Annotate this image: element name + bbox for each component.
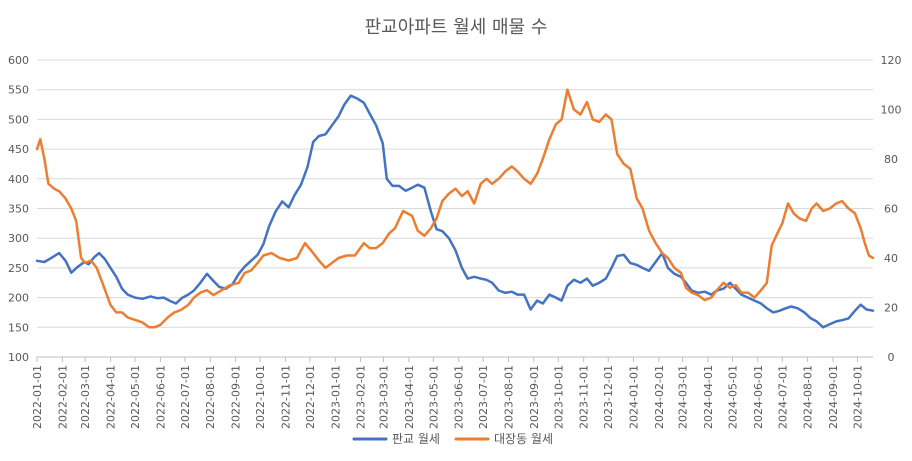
x-tick-label: 2023-03-01	[377, 365, 390, 429]
left-y-tick-label: 150	[8, 321, 29, 334]
x-tick-label: 2024-03-01	[677, 365, 690, 429]
x-axis: 2022-01-01 2022-02-01 2022-03-01 2022-04-01…	[31, 356, 873, 429]
x-tick-label: 2022-04-01	[105, 365, 118, 429]
right-y-tick-label: 120	[881, 54, 902, 67]
x-tick-label: 2024-06-01	[752, 365, 765, 429]
left-y-tick-label: 400	[8, 173, 29, 186]
x-tick-label: 2023-07-01	[477, 365, 490, 429]
right-y-tick-label: 60	[884, 203, 898, 216]
right-y-tick-label: 100	[881, 104, 902, 117]
left-y-tick-label: 350	[8, 203, 29, 216]
x-tick-label: 2023-10-01	[552, 365, 565, 429]
x-tick-label: 2022-06-01	[154, 365, 167, 429]
x-tick-label: 2022-10-01	[254, 365, 267, 429]
x-tick-label: 2022-07-01	[179, 365, 192, 429]
x-tick-label: 2023-12-01	[602, 365, 615, 429]
x-tick-label: 2024-05-01	[726, 365, 739, 429]
x-tick-label: 2023-09-01	[528, 365, 541, 429]
legend-label-daejang: 대장동 월세	[494, 432, 553, 446]
left-y-tick-label: 600	[8, 54, 29, 67]
x-tick-label: 2022-12-01	[304, 365, 317, 429]
left-y-tick-label: 500	[8, 113, 29, 126]
x-tick-label: 2022-02-01	[56, 365, 69, 429]
chart-title: 판교아파트 월세 매물 수	[365, 17, 548, 38]
x-tick-label: 2022-03-01	[79, 365, 92, 429]
legend: 판교 월세 대장동 월세	[352, 432, 553, 446]
x-tick-label: 2022-05-01	[129, 365, 142, 429]
x-tick-label: 2022-08-01	[204, 365, 217, 429]
left-y-tick-label: 550	[8, 84, 29, 97]
left-y-tick-label: 300	[8, 232, 29, 245]
x-tick-label: 2023-01-01	[329, 365, 342, 429]
series-line-daejang	[35, 88, 875, 329]
legend-label-pangyo: 판교 월세	[392, 432, 440, 446]
x-tick-label: 2022-01-01	[31, 365, 44, 429]
series-lines	[35, 88, 875, 329]
left-y-tick-label: 250	[8, 262, 29, 275]
right-y-axis-ticks: 0 20 40 60 80 100 120	[881, 54, 902, 364]
x-tick-label: 2022-09-01	[230, 365, 243, 429]
left-y-tick-label: 200	[8, 292, 29, 305]
left-y-tick-label: 100	[8, 351, 29, 364]
x-tick-label: 2023-06-01	[453, 365, 466, 429]
x-tick-label: 2023-05-01	[427, 365, 440, 429]
left-y-axis-ticks: 100 150 200 250 300 350 400 450 500 550 600	[8, 54, 29, 364]
gridlines	[37, 59, 873, 358]
x-tick-label: 2024-09-01	[827, 365, 840, 429]
x-tick-label: 2024-01-01	[628, 365, 641, 429]
x-tick-label: 2022-11-01	[279, 365, 292, 429]
x-tick-label: 2023-02-01	[355, 365, 368, 429]
x-tick-label: 2024-08-01	[802, 365, 815, 429]
right-y-tick-label: 20	[884, 302, 898, 315]
x-tick-label: 2023-11-01	[578, 365, 591, 429]
x-tick-label: 2024-10-01	[851, 365, 864, 429]
right-y-tick-label: 40	[884, 252, 898, 265]
left-y-tick-label: 450	[8, 143, 29, 156]
x-tick-label: 2024-07-01	[776, 365, 789, 429]
x-tick-label: 2024-04-01	[702, 365, 715, 429]
right-y-tick-label: 0	[888, 351, 895, 364]
right-y-tick-label: 80	[884, 153, 898, 166]
x-tick-label: 2023-08-01	[503, 365, 516, 429]
x-tick-label: 2024-02-01	[653, 365, 666, 429]
x-tick-label: 2023-04-01	[403, 365, 416, 429]
